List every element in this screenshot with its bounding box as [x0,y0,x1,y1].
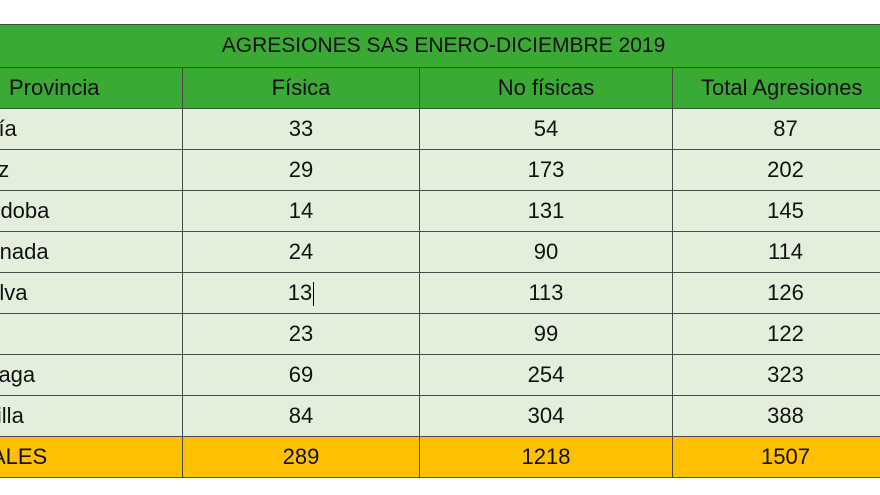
totals-no-fisicas[interactable]: 1218 [419,436,673,478]
cell-fisica[interactable]: 13 [182,272,420,314]
cell-total[interactable]: 202 [671,149,880,191]
cell-fisica-value: 13 [287,279,313,305]
cell-total[interactable]: 87 [671,108,880,150]
header-provincia: Provincia [0,67,183,109]
cell-provincia[interactable]: Málaga [0,354,183,396]
cell-fisica[interactable]: 29 [182,149,420,191]
header-fisica: Física [182,67,420,109]
table-row: Sevilla 84 304 388 [0,395,880,437]
cell-provincia[interactable]: Jaén [0,313,183,355]
cell-fisica[interactable]: 23 [182,313,420,355]
cell-provincia[interactable]: Cádiz [0,149,183,191]
table-row: Córdoba 14 131 145 [0,190,880,232]
totals-fisica[interactable]: 289 [182,436,420,478]
table-row: Cádiz 29 173 202 [0,149,880,191]
title-row: AGRESIONES SAS ENERO-DICIEMBRE 2019 [0,24,880,68]
agresiones-table: AGRESIONES SAS ENERO-DICIEMBRE 2019 Prov… [0,24,880,478]
cell-no-fisicas[interactable]: 131 [419,190,673,232]
cell-fisica[interactable]: 24 [182,231,420,273]
cell-total[interactable]: 145 [671,190,880,232]
cell-total[interactable]: 323 [671,354,880,396]
cell-no-fisicas[interactable]: 254 [419,354,673,396]
cell-no-fisicas[interactable]: 99 [419,313,673,355]
text-cursor [313,282,315,307]
cell-provincia[interactable]: Granada [0,231,183,273]
table-container: AGRESIONES SAS ENERO-DICIEMBRE 2019 Prov… [0,24,880,478]
cell-total[interactable]: 388 [671,395,880,437]
header-no-fisicas: No físicas [419,67,673,109]
cell-provincia[interactable]: Huelva [0,272,183,314]
cell-provincia[interactable]: Sevilla [0,395,183,437]
header-row: Provincia Física No físicas Total Agresi… [0,67,880,109]
cell-no-fisicas[interactable]: 54 [419,108,673,150]
cell-provincia[interactable]: Almería [0,108,183,150]
cell-fisica[interactable]: 69 [182,354,420,396]
cell-total[interactable]: 126 [671,272,880,314]
cell-no-fisicas[interactable]: 173 [419,149,673,191]
table-row: Málaga 69 254 323 [0,354,880,396]
cell-provincia[interactable]: Córdoba [0,190,183,232]
cell-no-fisicas[interactable]: 90 [419,231,673,273]
table-row: Granada 24 90 114 [0,231,880,273]
header-total: Total Agresiones [671,67,880,109]
totals-label[interactable]: TOTALES [0,436,183,478]
table-row: Almería 33 54 87 [0,108,880,150]
cell-fisica[interactable]: 33 [182,108,420,150]
totals-row: TOTALES 289 1218 1507 [0,436,880,478]
cell-total[interactable]: 122 [671,313,880,355]
cell-no-fisicas[interactable]: 304 [419,395,673,437]
cell-no-fisicas[interactable]: 113 [419,272,673,314]
table-title: AGRESIONES SAS ENERO-DICIEMBRE 2019 [0,24,880,68]
cell-total[interactable]: 114 [671,231,880,273]
cell-fisica[interactable]: 14 [182,190,420,232]
table-row: Jaén 23 99 122 [0,313,880,355]
totals-total[interactable]: 1507 [671,436,880,478]
cell-fisica[interactable]: 84 [182,395,420,437]
table-row: Huelva 13 113 126 [0,272,880,314]
